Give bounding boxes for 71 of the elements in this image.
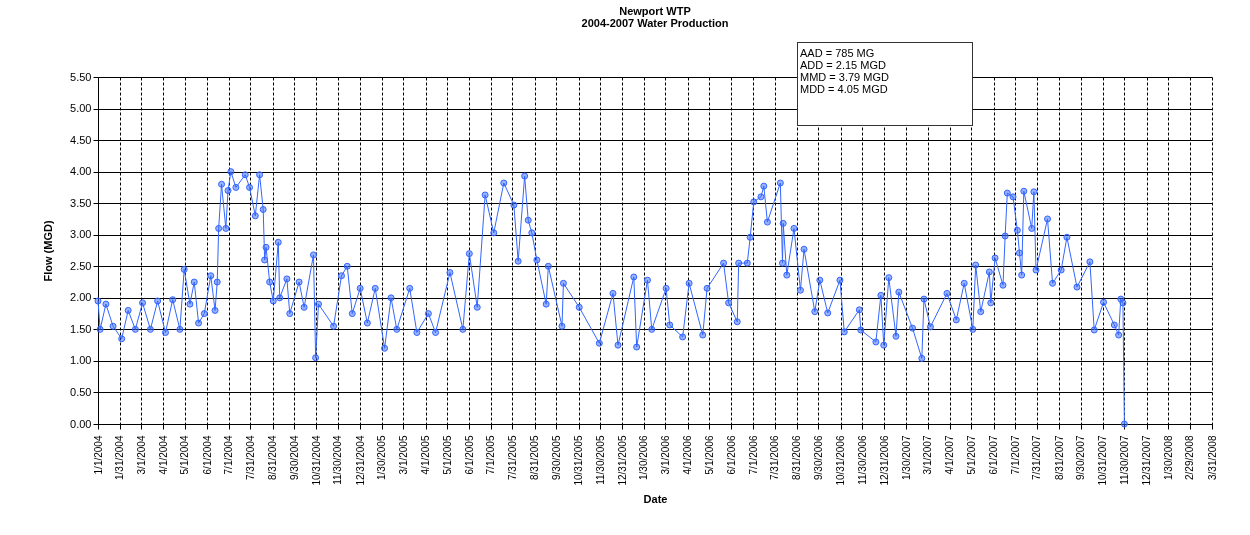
x-tick-label: 10/31/2004 [310, 435, 322, 486]
x-tick-label: 6/1/2006 [725, 435, 737, 475]
y-tick-label: 0.00 [70, 417, 92, 430]
x-tick-label: 1/30/2006 [638, 435, 650, 480]
x-tick-label: 3/31/2008 [1206, 435, 1218, 480]
x-tick-label: 3/1/2007 [922, 435, 934, 475]
y-tick-label: 5.00 [70, 102, 92, 115]
x-tick-label: 5/1/2004 [179, 435, 191, 475]
x-tick-label: 1/1/2004 [92, 435, 104, 475]
annotation: MMD = 3.79 MGD [800, 71, 890, 83]
x-tick-label: 8/31/2006 [791, 435, 803, 480]
x-axis-title: Date [643, 492, 668, 505]
x-tick-label: 7/1/2006 [747, 435, 759, 475]
x-tick-label: 11/30/2007 [1118, 435, 1130, 485]
x-tick-label: 9/30/2005 [550, 435, 562, 480]
x-tick-label: 5/1/2007 [965, 435, 977, 475]
y-tick-label: 2.00 [70, 291, 92, 304]
x-tick-label: 8/31/2007 [1053, 435, 1065, 480]
y-axis-title: Flow (MGD) [42, 220, 55, 282]
x-tick-label: 2/29/2008 [1184, 435, 1196, 480]
x-tick-label: 4/1/2007 [944, 435, 956, 475]
chart-title: Newport WTP [619, 5, 691, 17]
x-tick-label: 10/31/2005 [573, 435, 585, 486]
x-tick-label: 6/1/2004 [201, 435, 213, 475]
x-tick-label: 12/31/2005 [616, 435, 628, 486]
x-tick-label: 7/1/2004 [223, 435, 235, 475]
x-tick-label: 8/31/2005 [529, 435, 541, 480]
x-tick-label: 4/1/2004 [157, 435, 169, 475]
y-tick-label: 2.50 [70, 259, 92, 272]
x-tick-label: 10/31/2006 [835, 435, 847, 486]
x-tick-label: 6/1/2005 [463, 435, 475, 475]
y-tick-label: 1.50 [70, 322, 92, 335]
x-tick-label: 7/1/2007 [1009, 435, 1021, 475]
x-tick-label: 3/1/2004 [135, 435, 147, 475]
x-tick-label: 10/31/2007 [1097, 435, 1109, 486]
x-tick-label: 12/31/2006 [878, 435, 890, 486]
x-tick-label: 7/1/2005 [485, 435, 497, 475]
x-tick-label: 6/1/2007 [988, 435, 1000, 475]
x-tick-label: 12/31/2007 [1141, 435, 1153, 486]
x-tick-label: 4/1/2006 [682, 435, 694, 475]
x-tick-label: 3/1/2005 [397, 435, 409, 475]
x-tick-label: 11/30/2004 [332, 435, 344, 485]
x-tick-label: 11/30/2006 [856, 435, 868, 485]
x-tick-label: 3/1/2006 [659, 435, 671, 475]
x-tick-label: 7/31/2006 [769, 435, 781, 480]
x-tick-label: 7/31/2007 [1031, 435, 1043, 480]
x-tick-label: 7/31/2004 [244, 435, 256, 480]
x-tick-label: 5/1/2005 [441, 435, 453, 475]
x-tick-label: 12/31/2004 [354, 435, 366, 486]
y-tick-label: 3.50 [70, 196, 92, 209]
chart-subtitle: 2004-2007 Water Production [581, 17, 729, 29]
x-tick-label: 5/1/2006 [703, 435, 715, 475]
y-tick-label: 4.50 [70, 133, 92, 146]
x-tick-label: 1/30/2005 [376, 435, 388, 480]
x-tick-label: 9/30/2006 [812, 435, 824, 480]
x-tick-label: 1/30/2008 [1162, 435, 1174, 480]
x-tick-label: 9/30/2004 [288, 435, 300, 480]
x-tick-label: 8/31/2004 [267, 435, 279, 480]
y-tick-label: 4.00 [70, 165, 92, 178]
x-tick-label: 1/30/2007 [900, 435, 912, 480]
x-tick-label: 7/31/2005 [506, 435, 518, 480]
annotation: MDD = 4.05 MGD [800, 83, 889, 95]
text-box: AAD = 785 MG ADD = 2.15 MGD MMD = 3.79 MGD MDD = 4.05 MGD [797, 42, 973, 126]
x-tick-label: 9/30/2007 [1075, 435, 1087, 480]
y-tick-label: 1.00 [70, 354, 92, 367]
y-tick-label: 0.50 [70, 385, 92, 398]
x-tick-label: 1/31/2004 [114, 435, 126, 480]
y-tick-label: 3.00 [70, 228, 92, 241]
x-tick-label: 11/30/2005 [594, 435, 606, 485]
x-tick-label: 4/1/2005 [420, 435, 432, 475]
y-tick-label: 5.50 [70, 70, 92, 83]
